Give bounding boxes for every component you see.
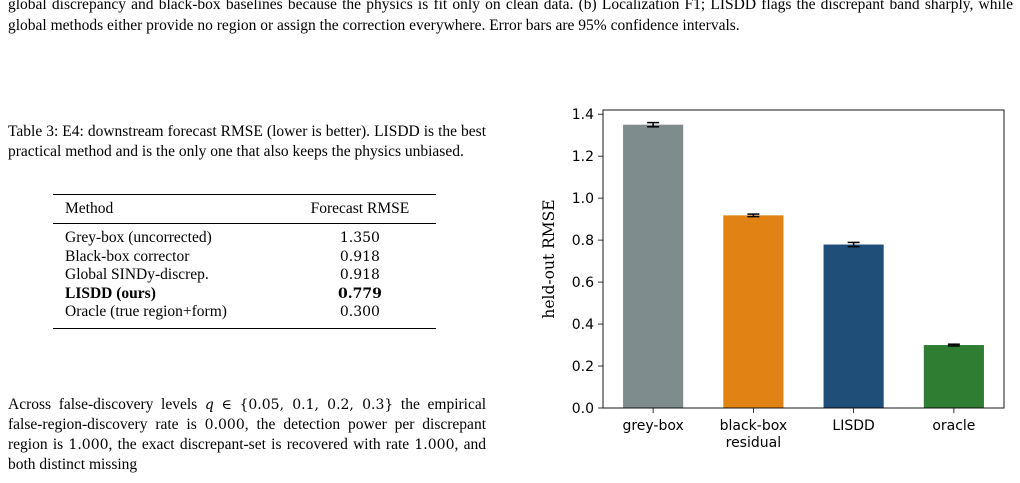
row-rmse: 0.918 xyxy=(339,267,380,283)
y-tick-label-7: 1.4 xyxy=(572,107,594,123)
para-text: the empirical false-region-discovery rat… xyxy=(8,396,487,433)
row-method: Oracle (true region+form) xyxy=(65,303,227,320)
x-tick-label-3: oracle xyxy=(932,418,975,434)
row-rmse: 1.350 xyxy=(339,230,380,246)
y-tick-label-5: 1.0 xyxy=(572,191,594,207)
table-caption: Table 3: E4: downstream forecast RMSE (l… xyxy=(8,123,486,160)
x-tick-label-1: black-box xyxy=(720,418,788,434)
header-rmse: Forecast RMSE xyxy=(310,200,410,217)
table-row: Global SINDy-discrep. 0.918 xyxy=(53,266,436,285)
table-bottom-rule xyxy=(53,328,436,329)
table-row: Grey-box (uncorrected) 1.350 xyxy=(53,223,436,248)
figure-caption: global discrepancy and black-box baselin… xyxy=(8,0,1013,34)
results-table-container: Method Forecast RMSE Grey-box (uncorrect… xyxy=(53,194,436,329)
y-tick-label-6: 1.2 xyxy=(572,149,594,165)
y-tick-label-0: 0.0 xyxy=(572,401,594,417)
row-method: Grey-box (uncorrected) xyxy=(65,229,212,246)
y-tick-label-3: 0.6 xyxy=(572,275,594,291)
bar-0 xyxy=(623,124,684,409)
x-tick-label-2: LISDD xyxy=(832,418,874,434)
y-tick-label-4: 0.8 xyxy=(572,233,594,249)
math-value: 0.000 xyxy=(204,417,245,433)
plot-frame xyxy=(602,109,1005,409)
math-set: {0.05, 0.1, 0.2, 0.3} xyxy=(239,397,394,413)
bar-2 xyxy=(823,244,884,408)
x-tick-label-1-line2: residual xyxy=(726,435,781,451)
x-tick-label-0: grey-box xyxy=(622,418,683,434)
row-method: LISDD (ours) xyxy=(65,284,156,302)
para-text: , the detection power per discrepant reg… xyxy=(8,416,486,453)
table-row: LISDD (ours) 0.779 xyxy=(53,285,436,304)
body-paragraph: Across false-discovery levels q ∈ {0.05,… xyxy=(8,395,486,475)
header-method: Method xyxy=(65,200,114,217)
para-text: , the exact discrepant-set is recovered … xyxy=(108,436,415,453)
row-rmse: 0.779 xyxy=(337,285,382,302)
row-method: Global SINDy-discrep. xyxy=(65,266,209,283)
math-value: 1.000 xyxy=(414,437,455,453)
row-rmse: 0.918 xyxy=(339,248,380,265)
y-tick-label-2: 0.4 xyxy=(572,317,594,333)
para-text: Across false-discovery levels xyxy=(8,396,205,413)
math-q: q xyxy=(204,397,214,413)
bar-1 xyxy=(723,215,784,408)
para-text: , and both distinct missing xyxy=(8,436,486,473)
table-row: Oracle (true region+form) 0.300 xyxy=(53,303,436,328)
table-row: Black-box corrector 0.918 xyxy=(53,248,436,267)
row-rmse: 0.300 xyxy=(339,304,380,320)
bar-3 xyxy=(923,345,984,408)
table-header-row: Method Forecast RMSE xyxy=(53,194,436,224)
y-axis-label: held-out RMSE xyxy=(540,199,558,318)
math-in: ∈ xyxy=(221,397,232,413)
row-method: Black-box corrector xyxy=(65,247,190,265)
math-value: 1.000 xyxy=(68,437,109,453)
results-table: Method Forecast RMSE Grey-box (uncorrect… xyxy=(53,194,436,329)
y-tick-label-1: 0.2 xyxy=(572,359,594,375)
